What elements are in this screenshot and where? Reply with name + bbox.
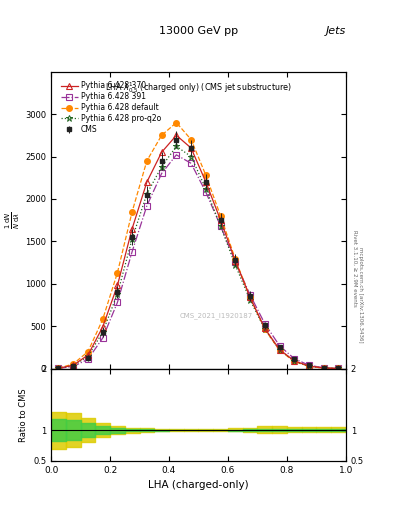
Pythia 6.428 370 [189, 145, 193, 151]
Pythia 6.428 pro-q2o [336, 366, 341, 372]
Pythia 6.428 391 [100, 335, 105, 341]
Pythia 6.428 370 [159, 149, 164, 155]
Pythia 6.428 391 [174, 152, 179, 158]
Pythia 6.428 391 [189, 160, 193, 166]
Pythia 6.428 pro-q2o [115, 291, 120, 297]
Text: 13000 GeV pp: 13000 GeV pp [159, 26, 238, 36]
Pythia 6.428 pro-q2o [71, 362, 75, 369]
Pythia 6.428 pro-q2o [100, 329, 105, 335]
Pythia 6.428 391 [321, 365, 326, 371]
Pythia 6.428 pro-q2o [233, 262, 238, 268]
Pythia 6.428 pro-q2o [248, 297, 252, 303]
Pythia 6.428 370 [248, 294, 252, 301]
Pythia 6.428 391 [248, 292, 252, 298]
Pythia 6.428 370 [277, 347, 282, 353]
Pythia 6.428 default [100, 316, 105, 323]
Pythia 6.428 370 [86, 352, 90, 358]
Pythia 6.428 391 [159, 170, 164, 177]
Pythia 6.428 pro-q2o [174, 143, 179, 150]
Pythia 6.428 pro-q2o [159, 164, 164, 170]
Pythia 6.428 default [189, 137, 193, 143]
Pythia 6.428 370 [56, 365, 61, 371]
Pythia 6.428 pro-q2o [56, 365, 61, 371]
Pythia 6.428 default [321, 365, 326, 371]
Pythia 6.428 default [86, 349, 90, 355]
Pythia 6.428 pro-q2o [218, 223, 223, 229]
Pythia 6.428 370 [321, 365, 326, 371]
X-axis label: LHA (charged-only): LHA (charged-only) [148, 480, 249, 490]
Pythia 6.428 370 [204, 179, 208, 185]
Pythia 6.428 391 [233, 259, 238, 265]
Pythia 6.428 default [159, 132, 164, 138]
Line: Pythia 6.428 default: Pythia 6.428 default [56, 120, 341, 371]
Pythia 6.428 391 [277, 343, 282, 349]
Pythia 6.428 370 [71, 362, 75, 368]
Pythia 6.428 default [218, 213, 223, 219]
Pythia 6.428 default [56, 365, 61, 371]
Pythia 6.428 391 [130, 248, 134, 254]
Line: Pythia 6.428 370: Pythia 6.428 370 [56, 133, 341, 371]
Pythia 6.428 370 [263, 325, 267, 331]
Pythia 6.428 default [292, 358, 297, 365]
Pythia 6.428 391 [218, 223, 223, 229]
Pythia 6.428 370 [100, 324, 105, 330]
Pythia 6.428 default [145, 158, 149, 164]
Pythia 6.428 pro-q2o [292, 358, 297, 365]
Pythia 6.428 370 [292, 358, 297, 364]
Pythia 6.428 default [307, 364, 311, 370]
Pythia 6.428 391 [204, 189, 208, 195]
Pythia 6.428 370 [233, 258, 238, 264]
Pythia 6.428 370 [130, 226, 134, 232]
Pythia 6.428 default [336, 366, 341, 372]
Pythia 6.428 default [263, 326, 267, 332]
Pythia 6.428 pro-q2o [307, 363, 311, 369]
Pythia 6.428 default [277, 347, 282, 353]
Pythia 6.428 370 [307, 363, 311, 369]
Pythia 6.428 pro-q2o [321, 365, 326, 371]
Pythia 6.428 default [71, 361, 75, 367]
Text: mcplots.cern.ch [arXiv:1306.3436]: mcplots.cern.ch [arXiv:1306.3436] [358, 247, 363, 342]
Pythia 6.428 391 [145, 203, 149, 209]
Y-axis label: Ratio to CMS: Ratio to CMS [18, 388, 28, 441]
Pythia 6.428 391 [115, 300, 120, 306]
Pythia 6.428 pro-q2o [189, 154, 193, 160]
Line: Pythia 6.428 391: Pythia 6.428 391 [56, 152, 341, 371]
Pythia 6.428 370 [174, 132, 179, 138]
Line: Pythia 6.428 pro-q2o: Pythia 6.428 pro-q2o [55, 143, 342, 372]
Pythia 6.428 370 [115, 283, 120, 289]
Pythia 6.428 391 [71, 364, 75, 370]
Text: LHA $\lambda^{1}_{0.5}$ (charged only) (CMS jet substructure): LHA $\lambda^{1}_{0.5}$ (charged only) (… [105, 80, 292, 96]
Pythia 6.428 pro-q2o [86, 353, 90, 359]
Pythia 6.428 370 [336, 366, 341, 372]
Pythia 6.428 391 [56, 366, 61, 372]
Pythia 6.428 391 [263, 321, 267, 327]
Pythia 6.428 391 [307, 362, 311, 368]
Pythia 6.428 default [174, 119, 179, 125]
Text: Rivet 3.1.10, ≥ 2.9M events: Rivet 3.1.10, ≥ 2.9M events [352, 230, 357, 307]
Y-axis label: $\frac{1}{N}\frac{\mathrm{d}N}{\mathrm{d}\lambda}$: $\frac{1}{N}\frac{\mathrm{d}N}{\mathrm{d… [4, 211, 22, 229]
Pythia 6.428 391 [336, 366, 341, 372]
Pythia 6.428 391 [86, 356, 90, 362]
Pythia 6.428 391 [292, 355, 297, 361]
Pythia 6.428 default [233, 256, 238, 262]
Legend: Pythia 6.428 370, Pythia 6.428 391, Pythia 6.428 default, Pythia 6.428 pro-q2o, : Pythia 6.428 370, Pythia 6.428 391, Pyth… [61, 81, 161, 134]
Pythia 6.428 pro-q2o [263, 326, 267, 332]
Pythia 6.428 pro-q2o [145, 191, 149, 197]
Pythia 6.428 default [204, 172, 208, 178]
Pythia 6.428 default [130, 208, 134, 215]
Pythia 6.428 pro-q2o [277, 347, 282, 353]
Pythia 6.428 default [115, 270, 120, 276]
Pythia 6.428 pro-q2o [204, 186, 208, 192]
Pythia 6.428 default [248, 294, 252, 301]
Pythia 6.428 pro-q2o [130, 236, 134, 242]
Pythia 6.428 370 [145, 179, 149, 185]
Text: Jets: Jets [325, 26, 346, 36]
Text: CMS_2021_I1920187: CMS_2021_I1920187 [180, 312, 253, 318]
Pythia 6.428 370 [218, 217, 223, 223]
